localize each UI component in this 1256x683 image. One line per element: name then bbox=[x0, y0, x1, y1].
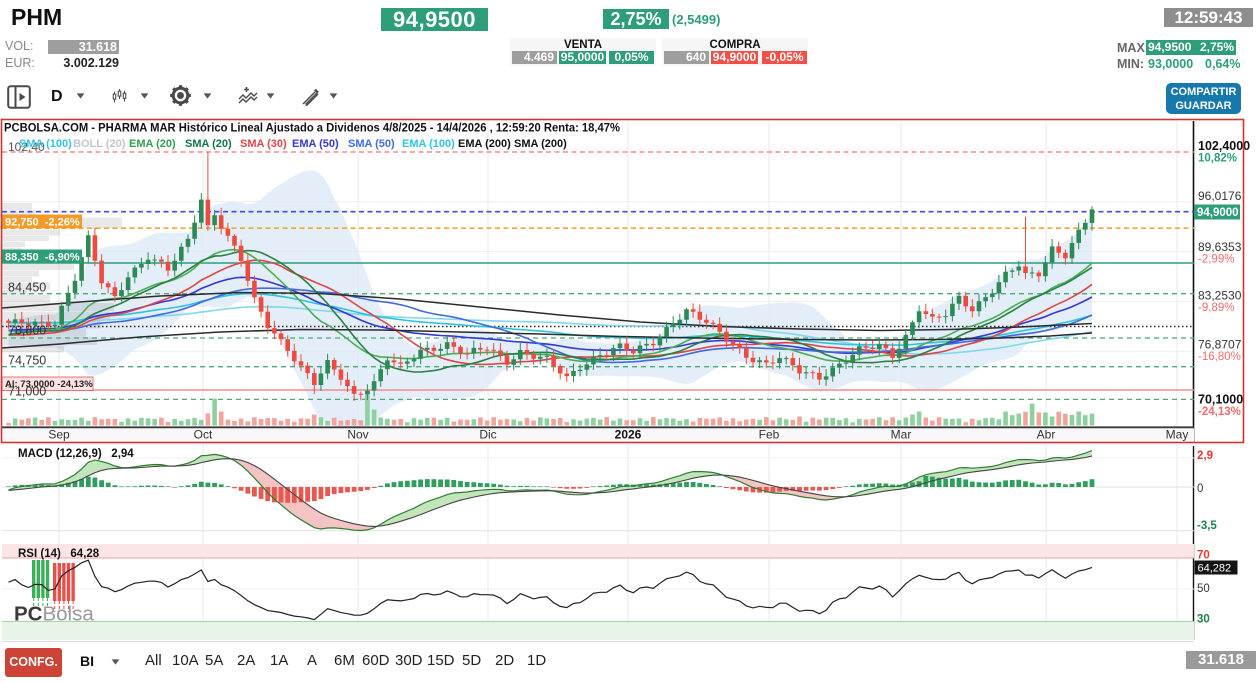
svg-text:74,750: 74,750 bbox=[8, 354, 46, 368]
svg-text:88,350 -6,90%: 88,350 -6,90% bbox=[5, 251, 80, 263]
svg-text:Feb: Feb bbox=[759, 428, 780, 442]
svg-text:-24,13%: -24,13% bbox=[1198, 406, 1241, 418]
svg-text:RSI (14) 64,28: RSI (14) 64,28 bbox=[18, 548, 100, 560]
svg-text:-16,80%: -16,80% bbox=[1198, 351, 1241, 363]
svg-text:EMA (100): EMA (100) bbox=[402, 138, 455, 150]
svg-text:70,1000: 70,1000 bbox=[1198, 393, 1243, 407]
svg-text:Dic: Dic bbox=[479, 428, 496, 442]
svg-text:-3,5: -3,5 bbox=[1197, 520, 1217, 532]
svg-text:Sep: Sep bbox=[48, 428, 70, 442]
svg-text:92,750 -2,26%: 92,750 -2,26% bbox=[5, 216, 80, 228]
svg-text:2026: 2026 bbox=[615, 428, 642, 442]
svg-text:MACD (12,26,9) 2,94: MACD (12,26,9) 2,94 bbox=[18, 448, 134, 460]
svg-text:76,8707: 76,8707 bbox=[1198, 338, 1242, 352]
svg-text:-2,99%: -2,99% bbox=[1198, 254, 1234, 266]
svg-text:2,9: 2,9 bbox=[1197, 450, 1213, 462]
svg-text:96,0176: 96,0176 bbox=[1198, 189, 1242, 203]
svg-text:May: May bbox=[1166, 428, 1189, 442]
svg-text:EMA (20): EMA (20) bbox=[129, 138, 176, 150]
svg-text:Al: 73,0000 -24,13%: Al: 73,0000 -24,13% bbox=[5, 379, 93, 390]
svg-text:94,9000: 94,9000 bbox=[1197, 207, 1239, 219]
svg-text:70: 70 bbox=[1197, 550, 1210, 562]
svg-text:EMA (50): EMA (50) bbox=[292, 138, 339, 150]
svg-text:102,40: 102,40 bbox=[8, 140, 45, 154]
svg-text:84,450: 84,450 bbox=[8, 281, 46, 295]
svg-text:Mar: Mar bbox=[891, 428, 912, 442]
svg-text:78,800: 78,800 bbox=[8, 324, 46, 338]
svg-text:0: 0 bbox=[1197, 483, 1203, 495]
svg-text:30: 30 bbox=[1197, 614, 1210, 626]
svg-text:SMA (30): SMA (30) bbox=[240, 138, 287, 150]
svg-text:64,282: 64,282 bbox=[1198, 563, 1232, 575]
svg-text:89,6353: 89,6353 bbox=[1198, 240, 1242, 254]
svg-text:PCBolsa: PCBolsa bbox=[14, 603, 94, 626]
svg-text:EMA (200): EMA (200) bbox=[458, 138, 511, 150]
svg-text:10,82%: 10,82% bbox=[1198, 153, 1237, 165]
svg-text:Oct: Oct bbox=[194, 428, 213, 442]
svg-text:PCBOLSA.COM - PHARMA MAR Histó: PCBOLSA.COM - PHARMA MAR Histórico Linea… bbox=[4, 121, 620, 135]
svg-text:Abr: Abr bbox=[1037, 428, 1056, 442]
svg-text:BOLL (20): BOLL (20) bbox=[73, 138, 126, 150]
svg-text:83,2530: 83,2530 bbox=[1198, 289, 1242, 303]
svg-text:SMA (50): SMA (50) bbox=[348, 138, 395, 150]
svg-text:50: 50 bbox=[1197, 583, 1210, 595]
svg-text:SMA (100): SMA (100) bbox=[19, 138, 72, 150]
svg-text:71,000: 71,000 bbox=[8, 385, 46, 399]
svg-text:SMA (20): SMA (20) bbox=[185, 138, 232, 150]
svg-text:SMA (200): SMA (200) bbox=[514, 138, 567, 150]
svg-text:102,4000: 102,4000 bbox=[1198, 139, 1250, 153]
svg-text:-9,89%: -9,89% bbox=[1198, 302, 1234, 314]
svg-text:Nov: Nov bbox=[347, 428, 368, 442]
